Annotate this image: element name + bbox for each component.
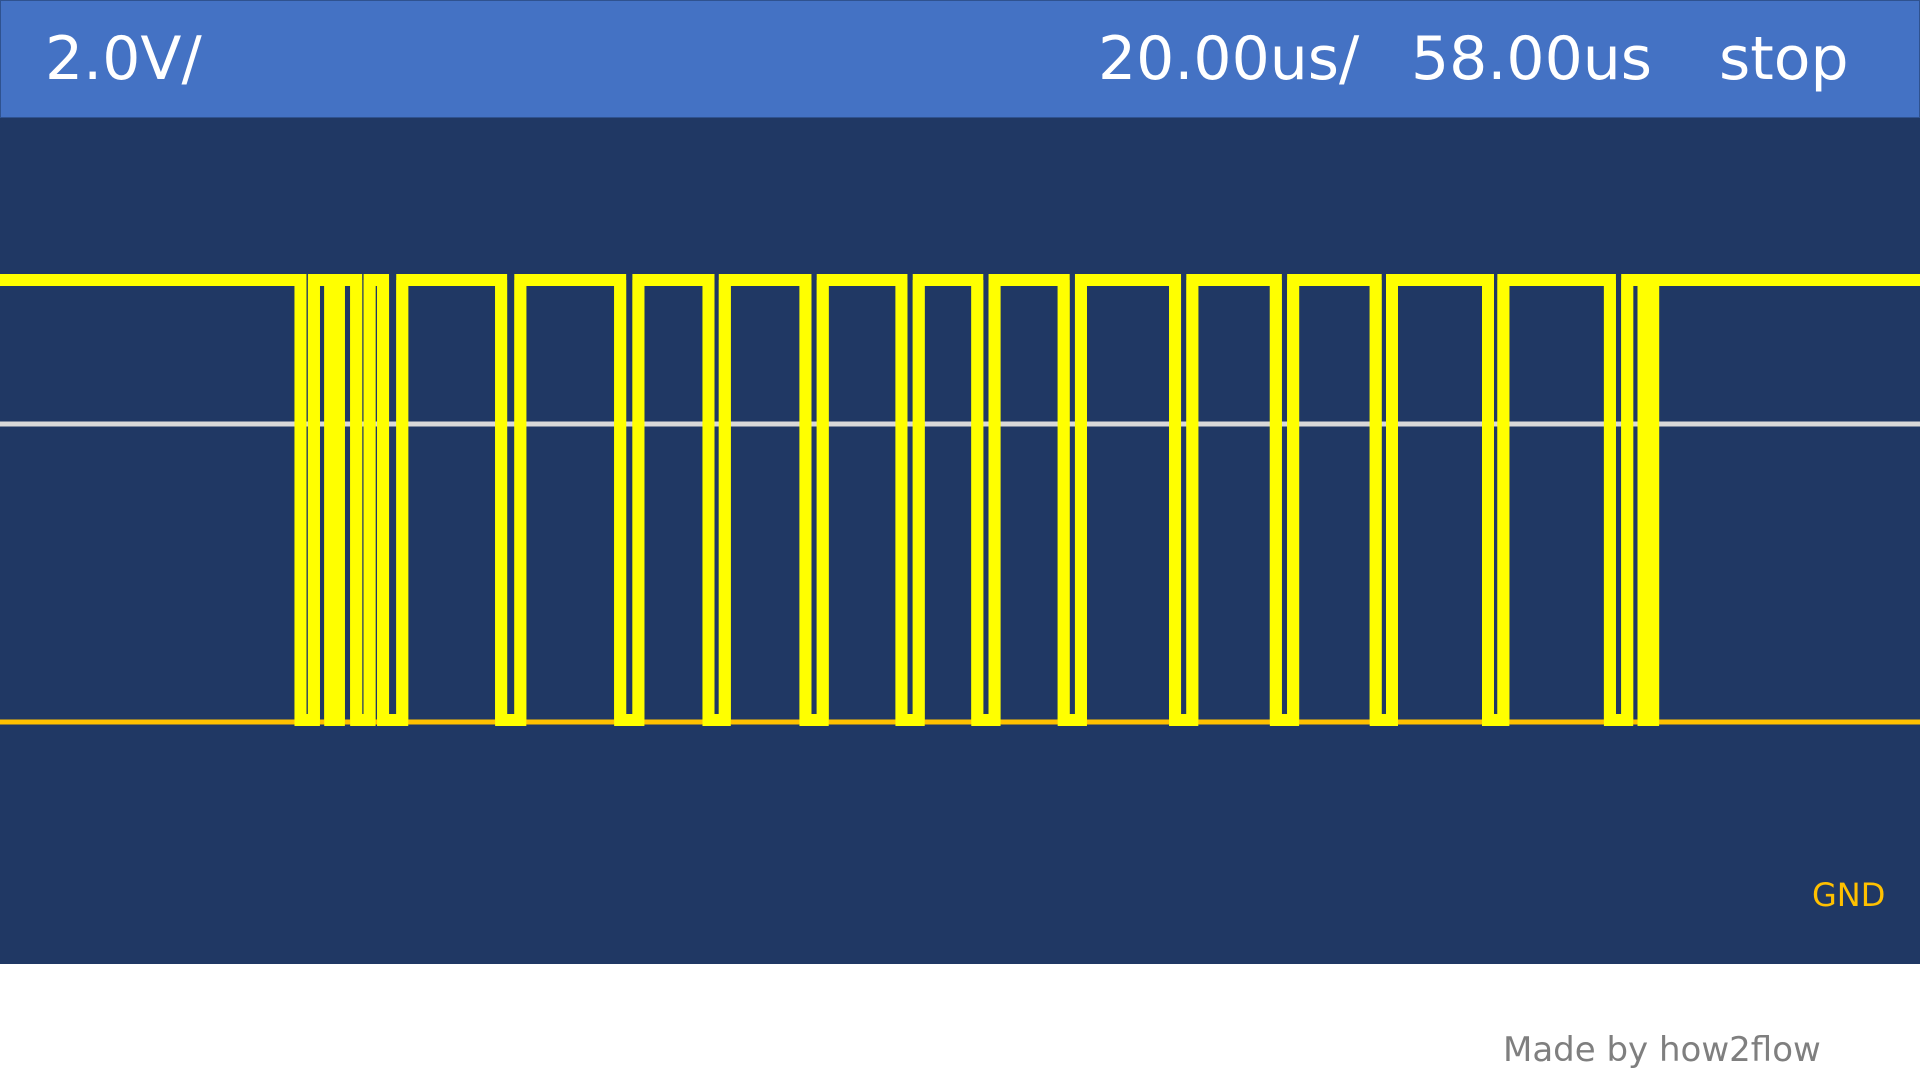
waveform-plot	[0, 274, 1920, 726]
volts-per-division: 2.0V/	[45, 24, 202, 94]
ground-label: GND	[1812, 876, 1886, 914]
oscilloscope-screen: GND	[0, 118, 1920, 964]
author-credit: Made by how2flow	[1503, 1030, 1821, 1070]
time-position: 58.00us	[1411, 24, 1653, 94]
run-state-indicator[interactable]: stop	[1719, 24, 1849, 94]
scope-status-bar: 2.0V/ 20.00us/ 58.00us stop	[0, 0, 1920, 118]
signal-trace	[0, 274, 1920, 726]
time-per-division: 20.00us/	[1098, 24, 1360, 94]
